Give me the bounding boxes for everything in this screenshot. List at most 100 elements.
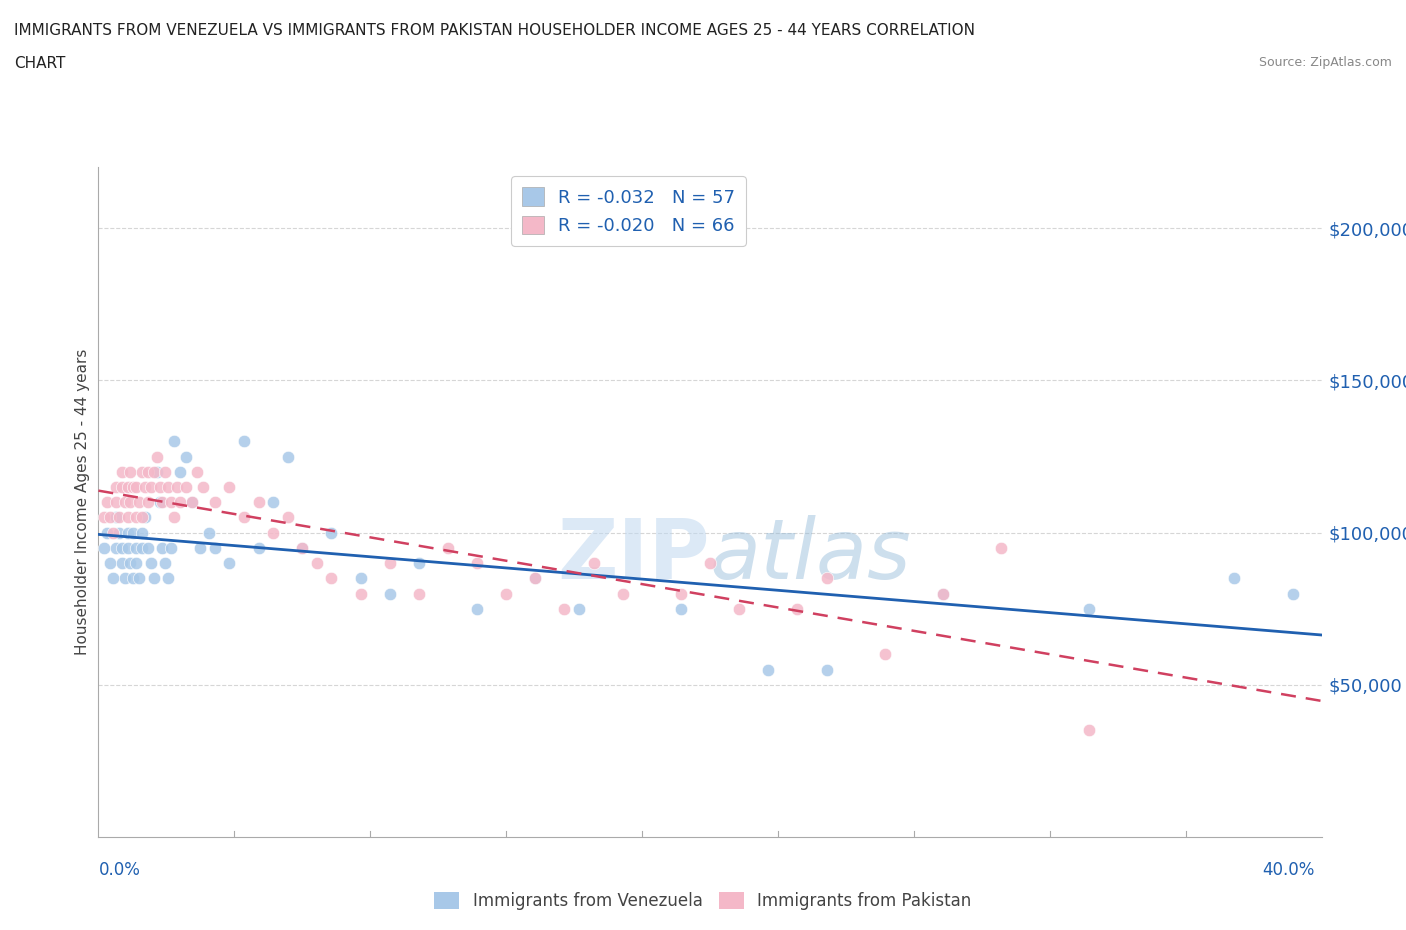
Point	[128, 495, 150, 510]
Point	[669, 586, 692, 601]
Point	[98, 555, 121, 570]
Point	[111, 540, 134, 555]
Point	[93, 510, 115, 525]
Point	[101, 525, 124, 540]
Point	[204, 540, 226, 555]
Point	[93, 540, 115, 555]
Point	[152, 495, 174, 510]
Point	[1077, 602, 1099, 617]
Point	[198, 525, 221, 540]
Point	[114, 495, 136, 510]
Point	[612, 586, 634, 601]
Point	[149, 495, 172, 510]
Point	[188, 540, 212, 555]
Point	[378, 555, 401, 570]
Point	[128, 571, 150, 586]
Point	[136, 495, 159, 510]
Point	[122, 480, 145, 495]
Point	[180, 495, 202, 510]
Point	[408, 586, 430, 601]
Point	[262, 495, 284, 510]
Text: CHART: CHART	[14, 56, 66, 71]
Text: IMMIGRANTS FROM VENEZUELA VS IMMIGRANTS FROM PAKISTAN HOUSEHOLDER INCOME AGES 25: IMMIGRANTS FROM VENEZUELA VS IMMIGRANTS …	[14, 23, 974, 38]
Point	[174, 480, 197, 495]
Point	[96, 495, 118, 510]
Point	[111, 464, 134, 479]
Text: 0.0%: 0.0%	[98, 860, 141, 879]
Point	[157, 480, 180, 495]
Legend: Immigrants from Venezuela, Immigrants from Pakistan: Immigrants from Venezuela, Immigrants fr…	[427, 885, 979, 917]
Point	[756, 662, 779, 677]
Point	[155, 464, 177, 479]
Point	[125, 480, 148, 495]
Point	[155, 555, 177, 570]
Point	[96, 525, 118, 540]
Point	[120, 495, 142, 510]
Point	[247, 540, 270, 555]
Point	[1223, 571, 1246, 586]
Point	[117, 510, 139, 525]
Point	[321, 525, 343, 540]
Point	[134, 480, 156, 495]
Point	[669, 602, 692, 617]
Text: ZIP: ZIP	[558, 515, 710, 596]
Point	[125, 555, 148, 570]
Point	[108, 510, 131, 525]
Point	[553, 602, 575, 617]
Point	[932, 586, 955, 601]
Point	[117, 480, 139, 495]
Point	[139, 555, 162, 570]
Point	[136, 464, 159, 479]
Point	[699, 555, 721, 570]
Point	[247, 495, 270, 510]
Point	[163, 434, 186, 449]
Point	[111, 555, 134, 570]
Point	[131, 510, 153, 525]
Point	[174, 449, 197, 464]
Point	[142, 464, 165, 479]
Point	[815, 571, 838, 586]
Point	[104, 480, 127, 495]
Point	[815, 662, 838, 677]
Point	[142, 571, 165, 586]
Legend: R = -0.032   N = 57, R = -0.020   N = 66: R = -0.032 N = 57, R = -0.020 N = 66	[512, 177, 747, 246]
Point	[291, 540, 314, 555]
Point	[277, 449, 299, 464]
Point	[120, 555, 142, 570]
Point	[117, 525, 139, 540]
Point	[157, 571, 180, 586]
Point	[98, 510, 121, 525]
Point	[786, 602, 808, 617]
Point	[321, 571, 343, 586]
Point	[233, 510, 256, 525]
Point	[233, 434, 256, 449]
Point	[122, 525, 145, 540]
Point	[114, 571, 136, 586]
Point	[145, 464, 167, 479]
Point	[131, 464, 153, 479]
Point	[145, 449, 167, 464]
Point	[149, 480, 172, 495]
Point	[101, 571, 124, 586]
Point	[180, 495, 202, 510]
Point	[349, 571, 371, 586]
Point	[166, 480, 188, 495]
Point	[437, 540, 460, 555]
Point	[139, 480, 162, 495]
Text: atlas: atlas	[710, 515, 911, 596]
Point	[1281, 586, 1303, 601]
Text: 40.0%: 40.0%	[1263, 860, 1315, 879]
Y-axis label: Householder Income Ages 25 - 44 years: Householder Income Ages 25 - 44 years	[75, 349, 90, 656]
Point	[193, 480, 215, 495]
Point	[465, 602, 488, 617]
Point	[104, 495, 127, 510]
Point	[218, 555, 240, 570]
Point	[136, 540, 159, 555]
Point	[465, 555, 488, 570]
Point	[728, 602, 751, 617]
Point	[204, 495, 226, 510]
Point	[131, 525, 153, 540]
Point	[990, 540, 1012, 555]
Point	[120, 464, 142, 479]
Point	[117, 540, 139, 555]
